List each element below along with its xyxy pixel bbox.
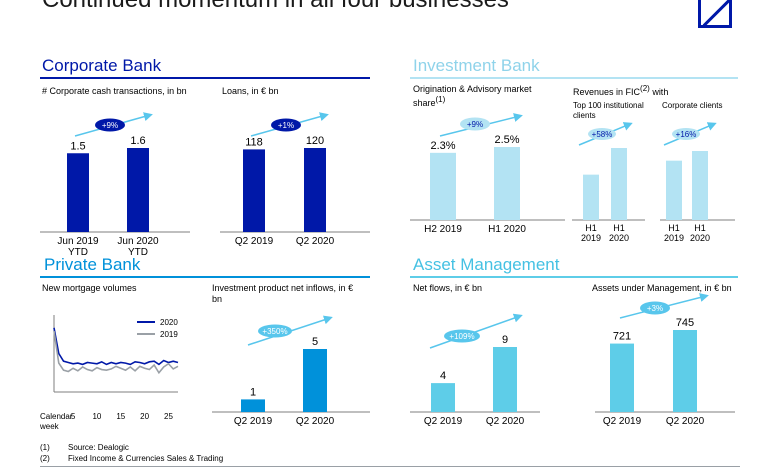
cb_loans-value-label-1: 118 <box>245 136 263 148</box>
corporate-bank-title: Corporate Bank <box>42 56 162 75</box>
asset-management-divider <box>410 276 738 278</box>
pb_inflows-value-label-1: 1 <box>250 386 256 398</box>
pb-mortgage-line-2019 <box>53 330 179 375</box>
pb_inflows-growth-badge <box>258 324 292 338</box>
ib_share-value-label-1: 2.3% <box>430 140 455 152</box>
pb-mortgage-x-label: Calendar week <box>39 412 73 431</box>
page-title: Continued momentum in all four businesse… <box>42 0 509 14</box>
cb_cash-bar-2 <box>127 148 149 232</box>
ib_share-category-1: H2 2019 <box>424 224 462 235</box>
ib_fic_corp-growth-label: +16% <box>676 130 697 139</box>
pb-mortgage-label: New mortgage volumes <box>42 283 137 293</box>
cb_cash-growth-label: +9% <box>102 121 118 130</box>
ib-share-label: Origination & Advisory market share(1) <box>413 84 532 108</box>
asset-management-title: Asset Management <box>413 255 560 274</box>
cb_cash-category-1: Jun 2019 YTD <box>57 236 99 258</box>
footnotes: (1) Source: Dealogic (2) Fixed Income & Cu… <box>40 442 223 464</box>
investment-bank-title: Investment Bank <box>413 56 540 75</box>
ib_fic_corp-category-2: H1 2020 <box>690 223 710 243</box>
am_aum-category-1: Q2 2019 <box>603 416 642 427</box>
pb-mortgage-x-tick-10: 10 <box>92 412 101 421</box>
ib-fic-label: Revenues in FIC(2) with <box>573 84 669 97</box>
am-aum-label: Assets under Management, in € bn <box>592 283 732 293</box>
am_aum-value-label-1: 721 <box>613 331 631 343</box>
cb_loans-growth-badge <box>271 118 301 132</box>
cb_cash-growth-badge <box>95 118 125 132</box>
ib_fic_top100-bar-1 <box>583 174 599 220</box>
private-bank-title: Private Bank <box>44 255 141 274</box>
am_aum-growth-badge <box>640 301 670 315</box>
ib_share-growth-badge <box>460 117 490 131</box>
cb-cash-label: # Corporate cash transactions, in bn <box>42 86 187 96</box>
cb_loans-growth-label: +1% <box>278 121 294 130</box>
cb_cash-value-label-2: 1.6 <box>130 135 145 147</box>
ib_fic_top100-growth-badge <box>588 128 616 140</box>
cb-loans-label: Loans, in € bn <box>222 86 279 96</box>
am_aum-bar-2 <box>673 330 697 412</box>
cb_loans-value-label-2: 120 <box>306 135 324 147</box>
pb-mortgage-line-2020 <box>53 327 179 366</box>
pb_inflows-category-1: Q2 2019 <box>234 416 273 427</box>
ib_fic_top100-category-2: H1 2020 <box>609 223 629 243</box>
footnote-1: (1) Source: Dealogic <box>40 443 129 452</box>
cb_loans-bar-2 <box>304 148 326 232</box>
pb-mortgage-x-tick-15: 15 <box>116 412 125 421</box>
ib_share-bar-1 <box>430 152 456 220</box>
pb_inflows-bar-2 <box>303 349 327 412</box>
am_aum-category-2: Q2 2020 <box>666 416 705 427</box>
am_aum-bar-1 <box>610 343 634 412</box>
am_flows-bar-1 <box>431 383 455 412</box>
ib-fic-corp-label: Corporate clients <box>662 101 723 110</box>
ib_fic_corp-bar-1 <box>666 160 682 220</box>
pb-mortgage-x-tick-20: 20 <box>140 412 149 421</box>
am_flows-category-2: Q2 2020 <box>486 416 525 427</box>
pb_inflows-category-2: Q2 2020 <box>296 416 335 427</box>
ib_fic_top100-category-1: H1 2019 <box>581 223 601 243</box>
cb_loans-category-2: Q2 2020 <box>296 236 335 247</box>
am_aum-growth-label: +3% <box>647 304 663 313</box>
private-bank-divider <box>40 276 370 278</box>
ib_fic_corp-growth-badge <box>672 128 700 140</box>
pb-mortgage-x-tick-25: 25 <box>164 412 173 421</box>
am_flows-category-1: Q2 2019 <box>424 416 463 427</box>
ib_fic_corp-bar-2 <box>692 151 708 220</box>
cb_loans-bar-1 <box>243 149 265 232</box>
deutsche-bank-logo <box>698 0 732 28</box>
am_flows-value-label-1: 4 <box>440 370 446 382</box>
am_flows-growth-badge <box>444 329 480 343</box>
ib_fic_top100-growth-label: +58% <box>592 130 613 139</box>
ib_share-bar-2 <box>494 147 520 220</box>
ib_share-value-label-2: 2.5% <box>494 134 519 146</box>
pb-mortgage-legend-label-2019: 2019 <box>160 330 178 339</box>
am-flows-label: Net flows, in € bn <box>413 283 483 293</box>
am_aum-value-label-2: 745 <box>676 317 694 329</box>
pb-inflows-label: Investment product net inflows, in € bn <box>212 283 354 304</box>
am_flows-value-label-2: 9 <box>502 334 508 346</box>
am_flows-bar-2 <box>493 347 517 412</box>
corporate-bank-divider <box>40 77 370 79</box>
pb-mortgage-legend-label-2020: 2020 <box>160 318 178 327</box>
footnote-2: (2) Fixed Income & Currencies Sales & Tra… <box>40 454 224 463</box>
pb-mortgage-x-tick-5: 5 <box>71 412 76 421</box>
investment-bank-divider <box>410 77 738 79</box>
am_flows-growth-label: +109% <box>449 332 474 341</box>
pb_inflows-value-label-2: 5 <box>312 336 318 348</box>
pb_inflows-bar-1 <box>241 399 265 412</box>
ib_fic_corp-category-1: H1 2019 <box>664 223 684 243</box>
cb_cash-value-label-1: 1.5 <box>70 140 85 152</box>
cb_cash-bar-1 <box>67 153 89 232</box>
cb_loans-category-1: Q2 2019 <box>235 236 274 247</box>
ib-fic-top100-label: Top 100 institutional clients <box>573 101 644 120</box>
cb_cash-category-2: Jun 2020 YTD <box>117 236 159 258</box>
ib_share-growth-label: +9% <box>467 120 483 129</box>
footer-divider <box>40 466 740 467</box>
ib_fic_top100-bar-2 <box>611 148 627 220</box>
ib_share-category-2: H1 2020 <box>488 224 526 235</box>
pb_inflows-growth-label: +350% <box>262 327 287 336</box>
